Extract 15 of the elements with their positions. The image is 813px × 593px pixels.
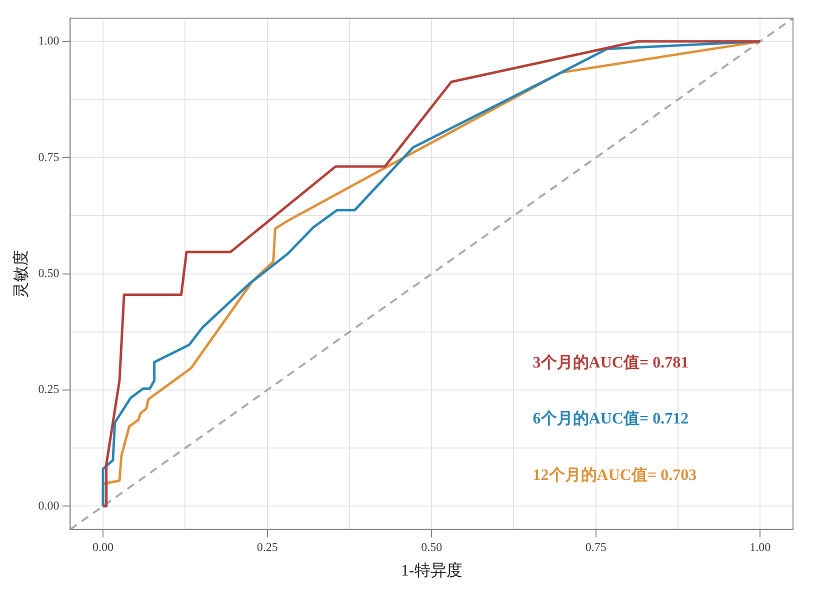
text: 6个月的AUC值= 0.712 <box>532 410 689 428</box>
x-tick-label: 0.75 <box>585 540 606 554</box>
text: 12个月的AUC值= 0.703 <box>532 466 697 484</box>
x-tick-label: 0.50 <box>421 540 442 554</box>
x-tick-label: 1.00 <box>750 540 771 554</box>
y-tick-label: 1.00 <box>38 34 60 48</box>
y-tick-label: 0.50 <box>38 266 60 280</box>
x-tick-label: 0.00 <box>92 540 114 554</box>
y-axis-title: 灵敏度 <box>12 250 30 298</box>
text: 3个月的AUC值= 0.781 <box>532 353 689 372</box>
y-tick-label: 0.25 <box>38 382 60 396</box>
x-tick-label: 0.25 <box>256 540 278 554</box>
y-tick-label: 0.00 <box>38 498 60 512</box>
y-tick-label: 0.75 <box>38 150 60 164</box>
x-axis-title: 1-特异度 <box>400 562 462 580</box>
